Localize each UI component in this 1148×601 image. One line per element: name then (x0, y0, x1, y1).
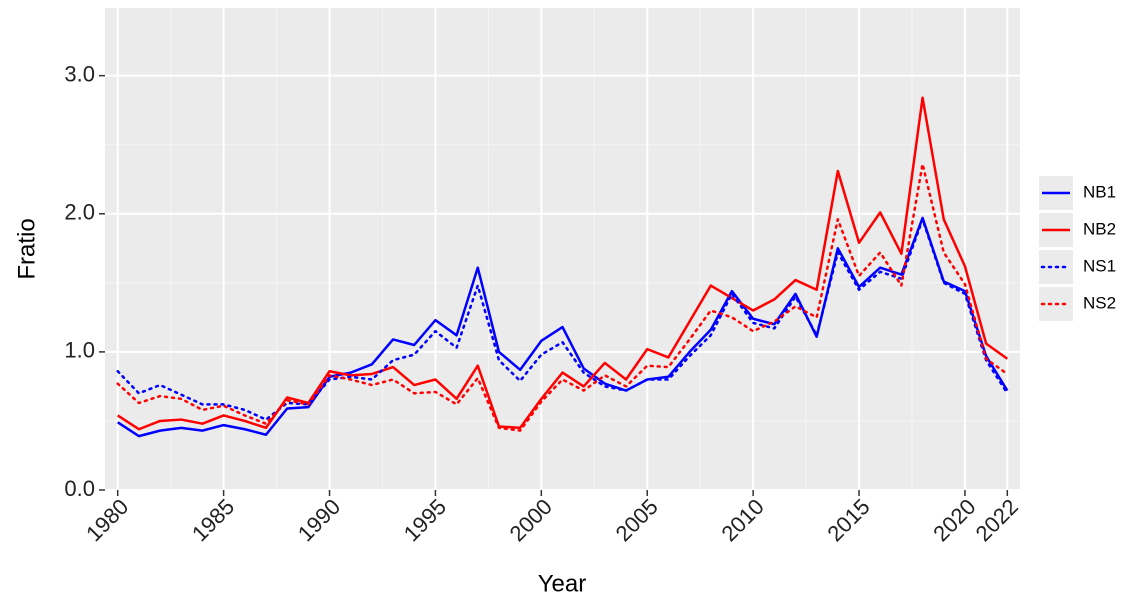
x-tick-label: 1980 (81, 494, 133, 546)
panel (105, 8, 1020, 490)
legend-label: NS2 (1083, 293, 1116, 312)
x-tick-label: 2000 (505, 494, 557, 546)
x-tick-label: 2010 (716, 494, 768, 546)
series-line (116, 218, 1009, 421)
legend-label: NB1 (1083, 182, 1116, 201)
legend-label: NS1 (1083, 256, 1116, 275)
series-line (117, 96, 1009, 431)
y-tick-label: 1.0 (64, 338, 95, 363)
x-tick-label: 2015 (822, 494, 874, 546)
x-tick-label: 1985 (187, 494, 239, 546)
x-tick-label: 1990 (293, 494, 345, 546)
y-axis-label: Fratio (13, 218, 40, 279)
y-tick-label: 0.0 (64, 476, 95, 501)
x-tick-label: 1995 (399, 494, 451, 546)
y-tick-label: 2.0 (64, 200, 95, 225)
x-tick-label: 2020 (928, 494, 980, 546)
series-line (116, 162, 1009, 432)
x-tick-label: 2005 (611, 494, 663, 546)
legend-label: NB2 (1083, 219, 1116, 238)
y-tick-label: 3.0 (64, 61, 95, 86)
x-axis-label: Year (538, 570, 587, 597)
series-line (117, 216, 1009, 438)
x-tick-label: 2022 (971, 494, 1023, 546)
